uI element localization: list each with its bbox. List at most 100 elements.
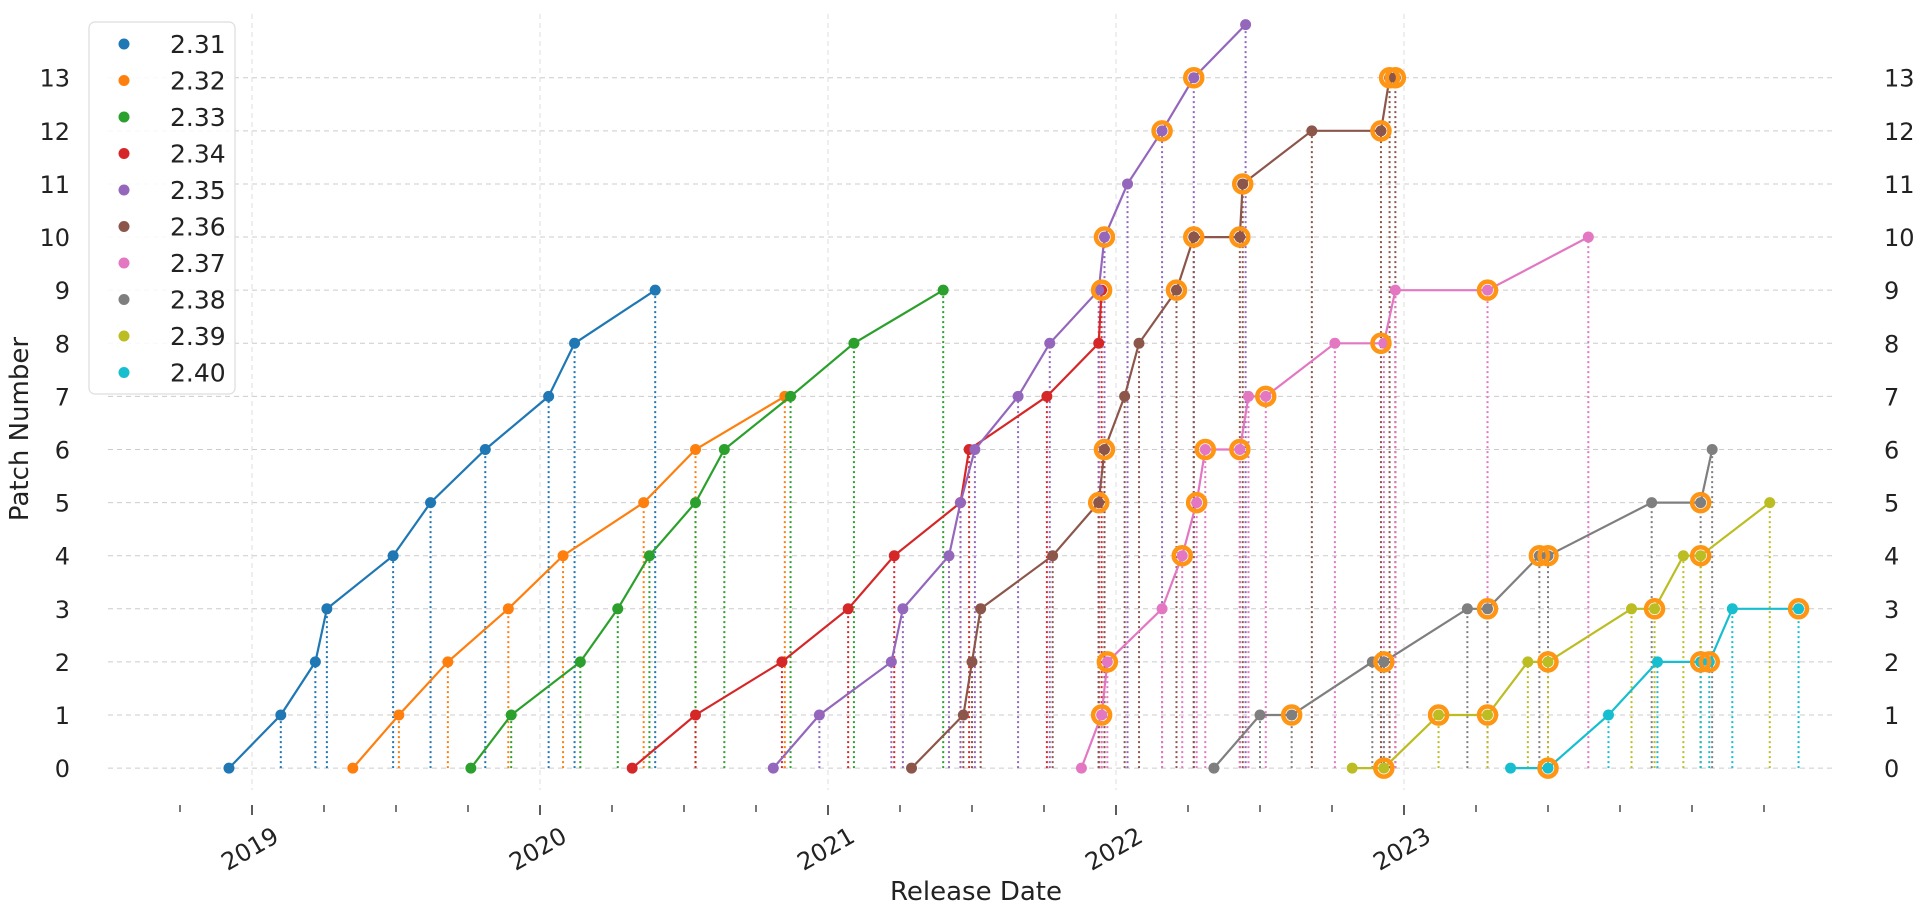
data-point-2.39 [1649, 603, 1661, 615]
y-tick-label-left: 8 [55, 330, 70, 358]
data-point-2.39 [1522, 656, 1534, 668]
y-tick-label-left: 9 [55, 277, 70, 305]
data-point-2.38 [1646, 497, 1658, 509]
y-tick-label-right: 12 [1884, 118, 1915, 146]
series-line-2.36 [910, 76, 1396, 769]
data-point-2.36 [966, 656, 978, 668]
legend: 2.31 2.32 2.33 2.34 2.35 2.36 2.37 2.38 2.39 2.40 [88, 21, 236, 395]
data-point-2.37 [1176, 550, 1188, 562]
data-point-2.39 [1433, 709, 1445, 721]
highlighted-point [1689, 544, 1712, 567]
legend-label: 2.38 [170, 286, 226, 315]
legend-marker-2.39 [118, 330, 130, 342]
data-point-2.39 [1677, 550, 1689, 562]
legend-marker-2.40 [118, 367, 130, 378]
y-tick-label-left: 12 [39, 118, 70, 146]
data-point-2.31 [321, 603, 333, 615]
highlighted-point [1229, 438, 1251, 461]
data-point-2.36 [1237, 178, 1249, 190]
x-axis-title: Release Date [890, 877, 1062, 907]
highlight-layer [1087, 66, 1810, 779]
x-tick-label: 2021 [793, 822, 860, 877]
data-point-2.37 [1096, 709, 1108, 721]
data-point-2.35 [767, 762, 779, 774]
data-point-2.39 [1378, 762, 1390, 774]
data-point-2.37 [1389, 284, 1401, 296]
highlighted-point [1231, 173, 1254, 195]
data-point-2.40 [1505, 762, 1517, 774]
highlighted-point [1698, 651, 1721, 673]
data-point-2.32 [502, 603, 514, 615]
data-point-2.39 [1695, 550, 1707, 562]
legend-label: 2.31 [170, 30, 226, 59]
data-point-2.31 [425, 497, 437, 509]
legend-marker-2.34 [118, 148, 130, 159]
data-point-2.35 [1156, 125, 1168, 137]
y-tick-label-left: 4 [55, 543, 70, 571]
data-point-2.33 [505, 709, 517, 721]
series-line-2.32 [351, 395, 786, 769]
data-point-2.40 [1726, 603, 1738, 615]
data-point-2.36 [1098, 443, 1110, 455]
data-point-2.31 [543, 390, 555, 402]
data-point-2.33 [690, 497, 702, 509]
data-point-2.40 [1542, 762, 1554, 774]
data-point-2.36 [1119, 390, 1131, 402]
highlighted-point [1151, 120, 1173, 142]
y-tick-label-right: 13 [1884, 65, 1915, 93]
data-point-2.35 [813, 709, 825, 721]
y-tick-label-right: 4 [1884, 543, 1899, 571]
data-point-2.35 [1093, 284, 1105, 296]
y-tick-label-left: 0 [55, 755, 70, 783]
data-point-2.32 [347, 762, 359, 774]
legend-marker-2.31 [118, 38, 130, 50]
series-line-2.34 [631, 290, 1103, 769]
highlighted-point [1093, 226, 1116, 248]
data-point-2.36 [975, 603, 987, 615]
highlighted-point [1183, 66, 1205, 89]
data-point-2.37 [1242, 390, 1254, 402]
y-tick-label-right: 10 [1884, 224, 1915, 252]
highlighted-point [1370, 332, 1392, 355]
highlighted-point [1090, 279, 1113, 301]
highlighted-point [1373, 651, 1395, 673]
y-tick-label-right: 6 [1884, 436, 1899, 464]
data-point-2.33 [465, 762, 477, 774]
grid-layer [108, 14, 1836, 790]
highlighted-point [1689, 491, 1712, 514]
data-point-2.36 [1306, 125, 1318, 137]
data-point-2.38 [1208, 762, 1220, 774]
highlighted-point [1537, 651, 1559, 673]
legend-marker-2.35 [118, 184, 130, 196]
data-point-2.37 [1378, 337, 1390, 349]
data-point-2.38 [1378, 656, 1390, 668]
data-point-2.35 [1044, 337, 1056, 349]
data-point-2.36 [1047, 550, 1059, 562]
highlighted-point [1373, 757, 1395, 779]
data-point-2.31 [223, 762, 235, 774]
highlighted-point [1090, 704, 1113, 726]
legend-label: 2.39 [170, 322, 226, 351]
data-point-2.37 [1199, 443, 1211, 455]
highlighted-point [1528, 544, 1551, 567]
data-point-2.35 [1188, 72, 1200, 84]
y-tick-label-right: 0 [1884, 755, 1899, 783]
data-point-2.32 [557, 550, 569, 562]
data-point-2.35 [1098, 231, 1110, 243]
y-tick-label-left: 10 [39, 224, 70, 252]
data-point-2.35 [1012, 390, 1024, 402]
highlighted-point [1229, 226, 1251, 248]
legend-marker-2.37 [118, 257, 130, 269]
data-point-2.31 [479, 443, 491, 455]
legend-label: 2.32 [170, 67, 226, 96]
data-point-2.38 [1482, 603, 1494, 615]
data-point-2.34 [626, 762, 638, 774]
data-point-2.35 [885, 656, 897, 668]
highlighted-point [1087, 491, 1110, 514]
highlighted-point [1537, 757, 1559, 779]
highlighted-point [1427, 704, 1450, 726]
x-tick-label: 2023 [1369, 822, 1436, 877]
data-point-2.34 [1041, 390, 1053, 402]
